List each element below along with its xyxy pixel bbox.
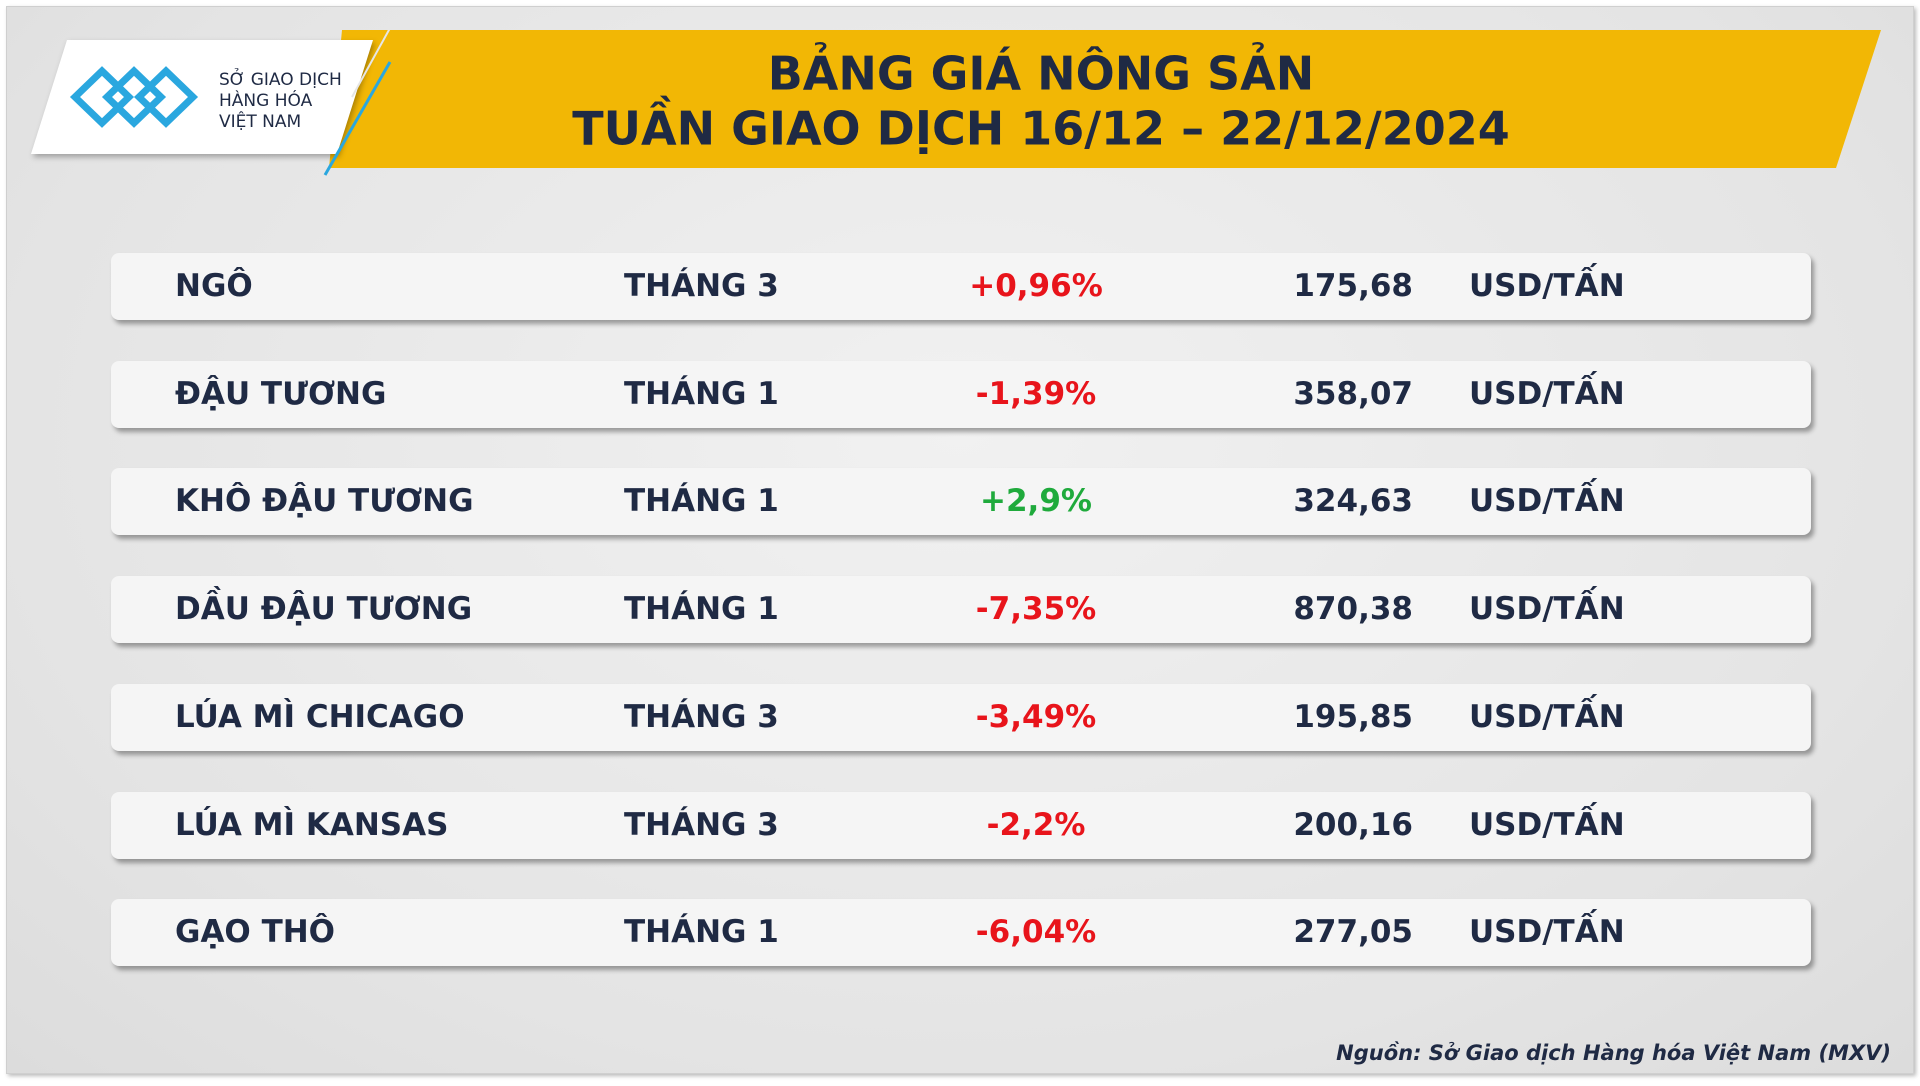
table-row: LÚA MÌ CHICAGO THÁNG 3 -3,49% 195,85 USD/TẤN xyxy=(111,683,1811,751)
accent-line xyxy=(351,18,396,98)
cell-name: LÚA MÌ CHICAGO xyxy=(175,698,465,735)
cell-price: 195,85 xyxy=(1293,698,1413,735)
cell-price: 324,63 xyxy=(1293,483,1413,520)
cell-unit: USD/TẤN xyxy=(1469,375,1625,412)
cell-unit: USD/TẤN xyxy=(1469,914,1625,951)
cell-month: THÁNG 3 xyxy=(624,268,779,304)
cell-change: -6,04% xyxy=(975,914,1097,951)
cell-change: -7,35% xyxy=(975,591,1097,628)
cell-unit: USD/TẤN xyxy=(1469,806,1625,843)
table-row: GẠO THÔ THÁNG 1 -6,04% 277,05 USD/TẤN xyxy=(111,899,1811,967)
logo-mark xyxy=(69,66,199,128)
title: BẢNG GIÁ NÔNG SẢN xyxy=(768,42,1315,101)
logo-text: VIỆT NAM xyxy=(219,110,301,132)
page: SỞ GIAO DỊCH HÀNG HÓA VIỆT NAM BẢNG GIÁ … xyxy=(6,6,1914,1074)
title-band xyxy=(329,30,1881,168)
cell-month: THÁNG 3 xyxy=(624,806,779,843)
cell-unit: USD/TẤN xyxy=(1469,268,1625,304)
table-row: ĐẬU TƯƠNG THÁNG 1 -1,39% 358,07 USD/TẤN xyxy=(111,360,1811,428)
table-row: KHÔ ĐẬU TƯƠNG THÁNG 1 +2,9% 324,63 USD/TẤN xyxy=(111,468,1811,536)
cell-name: NGÔ xyxy=(175,268,253,304)
table-row: LÚA MÌ KANSAS THÁNG 3 -2,2% 200,16 USD/TẤN xyxy=(111,791,1811,859)
logo-text: HÀNG HÓA xyxy=(219,89,313,111)
cell-name: DẦU ĐẬU TƯƠNG xyxy=(175,591,473,628)
cell-name: ĐẬU TƯƠNG xyxy=(175,375,387,412)
source-note: Nguồn: Sở Giao dịch Hàng hóa Việt Nam (M… xyxy=(1336,1041,1891,1065)
cell-name: LÚA MÌ KANSAS xyxy=(175,806,449,843)
accent-line xyxy=(323,61,392,176)
cell-month: THÁNG 3 xyxy=(624,698,779,735)
cell-month: THÁNG 1 xyxy=(624,591,779,628)
cell-price: 200,16 xyxy=(1293,806,1413,843)
cell-unit: USD/TẤN xyxy=(1469,698,1625,735)
table-row: DẦU ĐẬU TƯƠNG THÁNG 1 -7,35% 870,38 USD/TẤN xyxy=(111,576,1811,644)
logo-box xyxy=(31,40,373,154)
cell-name: KHÔ ĐẬU TƯƠNG xyxy=(175,483,474,520)
header: SỞ GIAO DỊCH HÀNG HÓA VIỆT NAM BẢNG GIÁ … xyxy=(31,18,1881,176)
cell-price: 870,38 xyxy=(1293,591,1413,628)
cell-unit: USD/TẤN xyxy=(1469,483,1625,520)
logo-text: SỞ GIAO DỊCH xyxy=(219,67,342,90)
cell-unit: USD/TẤN xyxy=(1469,591,1625,628)
cell-month: THÁNG 1 xyxy=(624,483,779,520)
cell-change: +0,96% xyxy=(969,268,1103,304)
table-row: NGÔ THÁNG 3 +0,96% 175,68 USD/TẤN xyxy=(111,253,1811,320)
cell-change: -3,49% xyxy=(975,698,1097,735)
cell-price: 175,68 xyxy=(1293,268,1413,304)
cell-change: +2,9% xyxy=(980,483,1092,520)
cell-change: -1,39% xyxy=(975,375,1097,412)
cell-name: GẠO THÔ xyxy=(175,914,336,951)
cell-month: THÁNG 1 xyxy=(624,914,779,951)
cell-price: 277,05 xyxy=(1293,914,1413,951)
cell-change: -2,2% xyxy=(986,806,1086,843)
cell-month: THÁNG 1 xyxy=(624,375,779,412)
title: TUẦN GIAO DỊCH 16/12 – 22/12/2024 xyxy=(572,96,1510,156)
cell-price: 358,07 xyxy=(1293,375,1413,412)
